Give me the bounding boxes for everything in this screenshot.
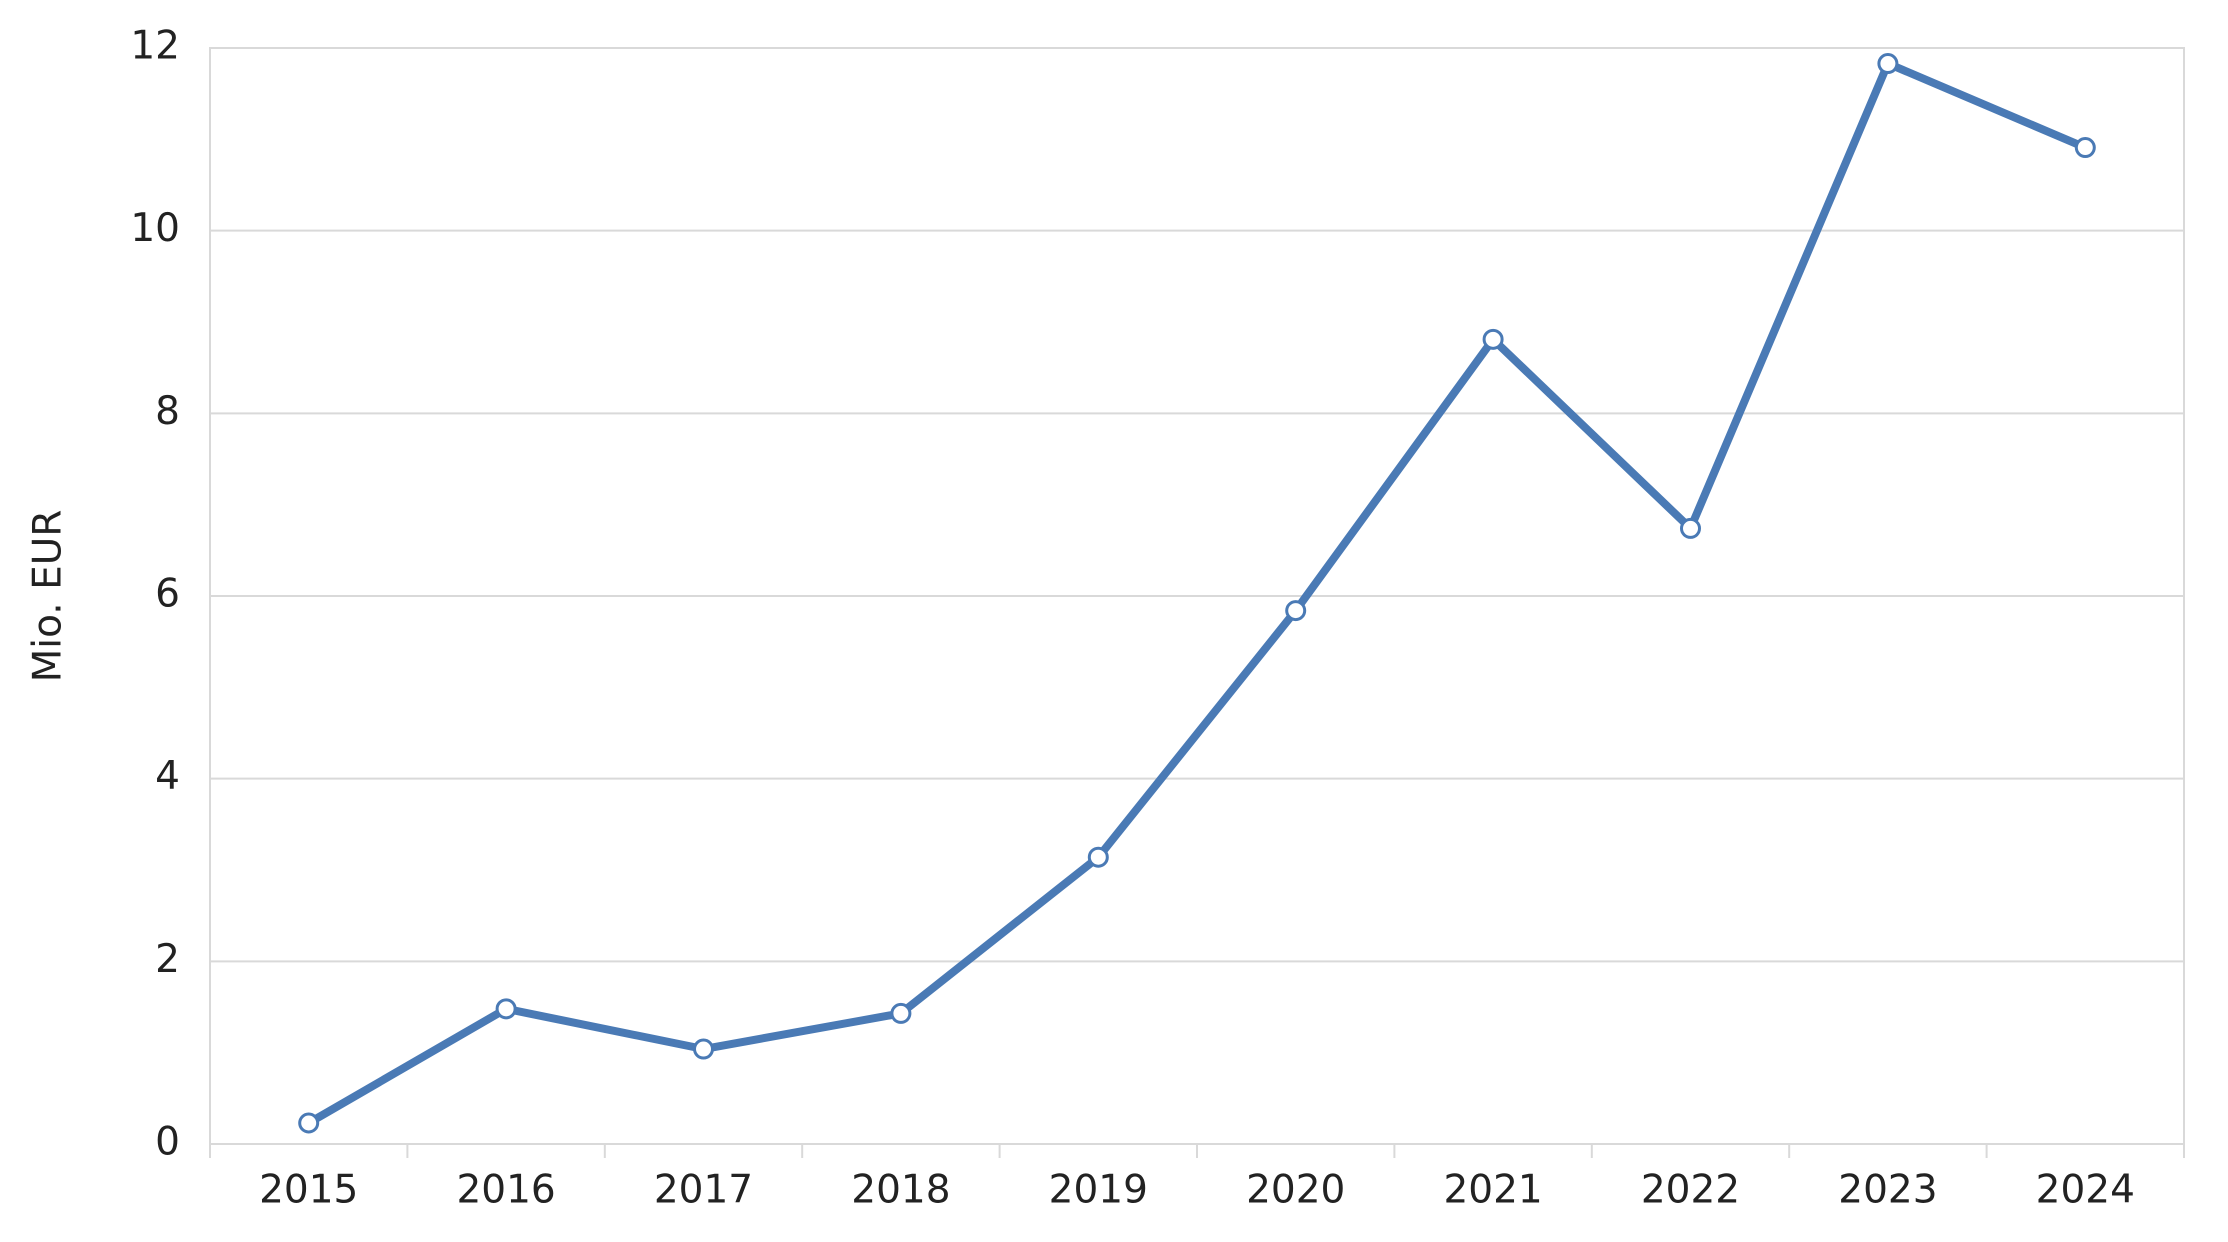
- y-tick-label: 8: [155, 389, 180, 434]
- point-marker: [1285, 600, 1307, 622]
- point-marker: [1087, 846, 1109, 868]
- x-tick-label: 2023: [1838, 1168, 1937, 1213]
- point-marker: [693, 1038, 714, 1060]
- x-tick-label: 2016: [456, 1168, 555, 1213]
- point-marker: [1877, 53, 1899, 75]
- line-series: [306, 59, 2087, 1127]
- y-tick-label: 2: [155, 937, 180, 982]
- y-tick-label: 0: [155, 1120, 180, 1165]
- x-tick-label: 2019: [1049, 1168, 1148, 1213]
- point-marker: [495, 998, 517, 1020]
- y-tick-label: 12: [130, 24, 180, 69]
- y-tick-label: 4: [155, 754, 180, 799]
- y-axis-label: Mio. EUR: [26, 510, 71, 683]
- x-tick-label: 2022: [1641, 1168, 1740, 1213]
- point-marker: [2074, 137, 2096, 159]
- point-marker: [890, 1002, 912, 1024]
- point-marker: [1680, 517, 1701, 539]
- y-tick-label: 10: [130, 206, 180, 251]
- x-tick-label: 2021: [1443, 1168, 1542, 1213]
- x-tick-label: 2020: [1246, 1168, 1345, 1213]
- point-marker: [1482, 328, 1504, 350]
- y-tick-label: 6: [155, 572, 180, 617]
- x-tick-label: 2017: [654, 1168, 753, 1213]
- x-tick-label: 2015: [259, 1168, 358, 1213]
- point-marker: [298, 1112, 320, 1134]
- x-tick-label: 2024: [2036, 1168, 2135, 1213]
- x-tick-label: 2018: [851, 1168, 950, 1213]
